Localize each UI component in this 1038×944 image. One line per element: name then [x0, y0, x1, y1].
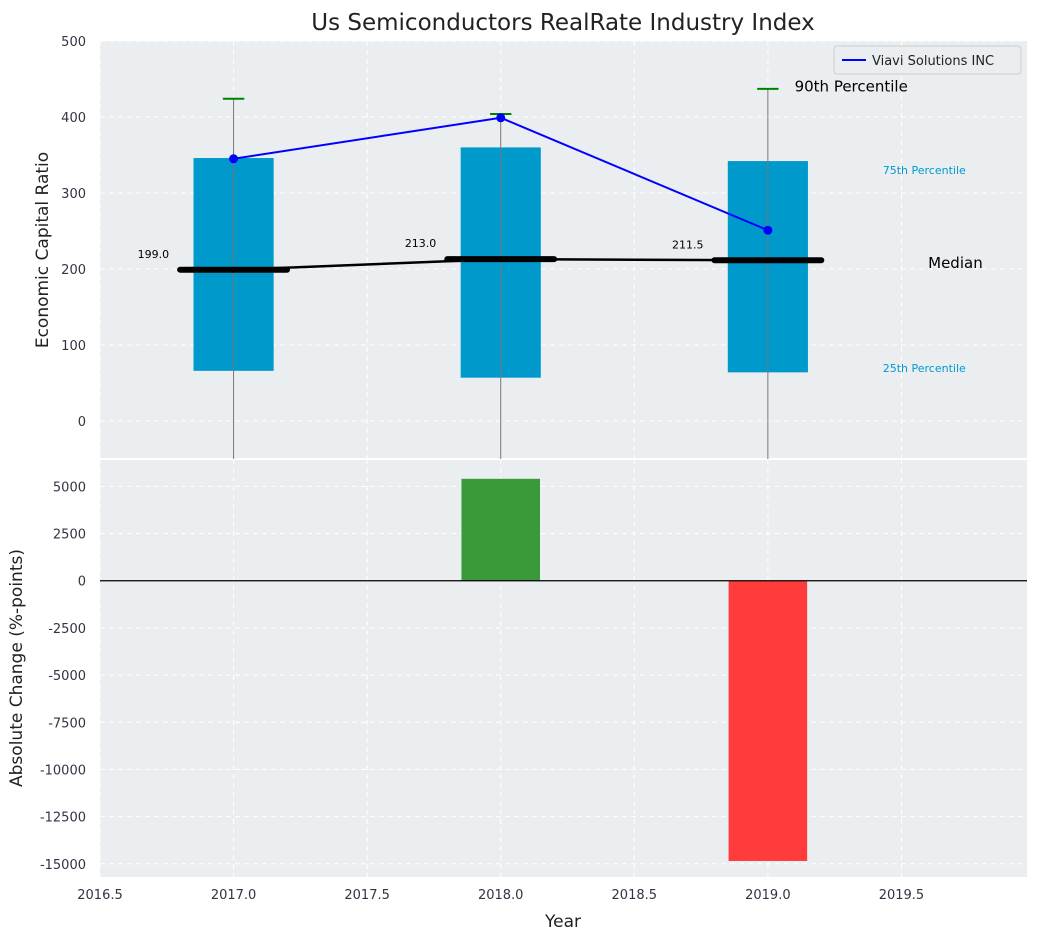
median-label: 199.0 [138, 248, 170, 261]
x-axis-label: Year [544, 912, 581, 932]
y-tick-label: -5000 [48, 669, 86, 684]
y-axis-label-bottom: Absolute Change (%-points) [7, 549, 27, 787]
y-tick-label: 300 [61, 187, 86, 202]
x-tick-label: 2019.5 [879, 888, 925, 903]
change-bar [728, 580, 808, 861]
y-tick-label: 100 [61, 339, 86, 354]
y-tick-label: 500 [61, 35, 86, 50]
x-tick-label: 2017.5 [344, 888, 390, 903]
y-tick-label: 200 [61, 263, 86, 278]
series-point [496, 113, 506, 123]
y-tick-label: -7500 [48, 716, 86, 731]
p75-annotation: 75th Percentile [883, 164, 966, 177]
y-tick-label: -10000 [40, 763, 86, 778]
x-tick-label: 2018.5 [612, 888, 658, 903]
y-tick-label: 400 [61, 111, 86, 126]
change-bar [461, 478, 540, 581]
median-annotation: Median [928, 254, 983, 272]
legend-label: Viavi Solutions INC [872, 54, 994, 69]
p25-annotation: 25th Percentile [883, 362, 966, 375]
series-point [229, 154, 239, 164]
median-label: 211.5 [672, 238, 704, 251]
y-tick-label: 2500 [53, 528, 86, 543]
y-axis-label-top: Economic Capital Ratio [33, 152, 53, 348]
x-tick-label: 2019.0 [745, 888, 791, 903]
y-tick-label: -15000 [40, 858, 86, 873]
y-tick-label: -12500 [40, 811, 86, 826]
y-tick-label: 5000 [53, 480, 86, 495]
y-tick-label: 0 [78, 575, 86, 590]
y-tick-label: 0 [78, 415, 86, 430]
series-point [763, 225, 773, 235]
x-tick-label: 2016.5 [77, 888, 123, 903]
chart-title: Us Semiconductors RealRate Industry Inde… [311, 10, 815, 36]
median-label: 213.0 [405, 237, 437, 250]
x-tick-label: 2017.0 [211, 888, 257, 903]
bottom-plot-area [100, 460, 1027, 877]
p90-annotation: 90th Percentile [795, 78, 908, 96]
x-tick-label: 2018.0 [478, 888, 524, 903]
legend-box [833, 45, 1022, 75]
y-tick-label: -2500 [48, 622, 86, 637]
